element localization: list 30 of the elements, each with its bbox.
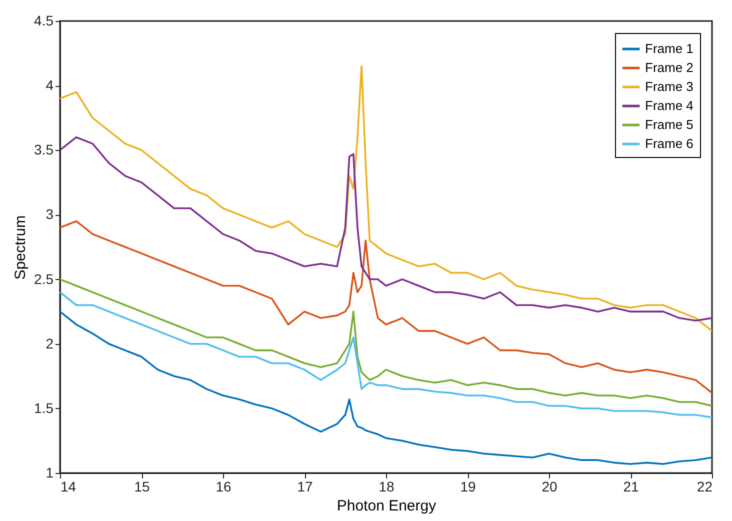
legend-label: Frame 6 <box>645 136 694 151</box>
x-tick-label: 19 <box>460 478 476 494</box>
x-tick-label: 20 <box>542 478 558 494</box>
y-tick-label: 4 <box>46 77 54 94</box>
x-axis-title: Photon Energy <box>336 498 437 514</box>
x-tick-label: 16 <box>216 478 232 494</box>
x-tick-label: 17 <box>297 478 313 494</box>
y-tick-label: 3 <box>46 206 54 222</box>
legend-label: Frame 5 <box>645 117 694 132</box>
x-tick-label: 18 <box>378 478 394 494</box>
legend-label: Frame 3 <box>645 79 694 94</box>
line-series <box>60 136 712 322</box>
line-series <box>60 220 712 394</box>
y-tick-label: 2 <box>46 335 54 352</box>
line-series <box>60 291 712 418</box>
x-tick-label: 15 <box>134 478 150 494</box>
legend-label: Frame 4 <box>645 98 694 113</box>
x-tick-label: 14 <box>60 478 76 494</box>
y-tick-label: 1 <box>46 464 54 480</box>
line-series <box>60 310 712 465</box>
y-tick-label: 1.5 <box>34 400 54 416</box>
legend-label: Frame 2 <box>645 60 694 75</box>
y-tick-label: 3.5 <box>34 142 54 158</box>
legend-label: Frame 1 <box>645 41 694 56</box>
y-tick-label: 4.5 <box>34 12 54 28</box>
y-tick-label: 2.5 <box>34 270 54 287</box>
x-tick-label: 21 <box>623 478 639 494</box>
x-tick-label: 22 <box>696 478 713 494</box>
line-series <box>60 278 712 407</box>
y-axis-title: Spectrum <box>12 215 30 280</box>
